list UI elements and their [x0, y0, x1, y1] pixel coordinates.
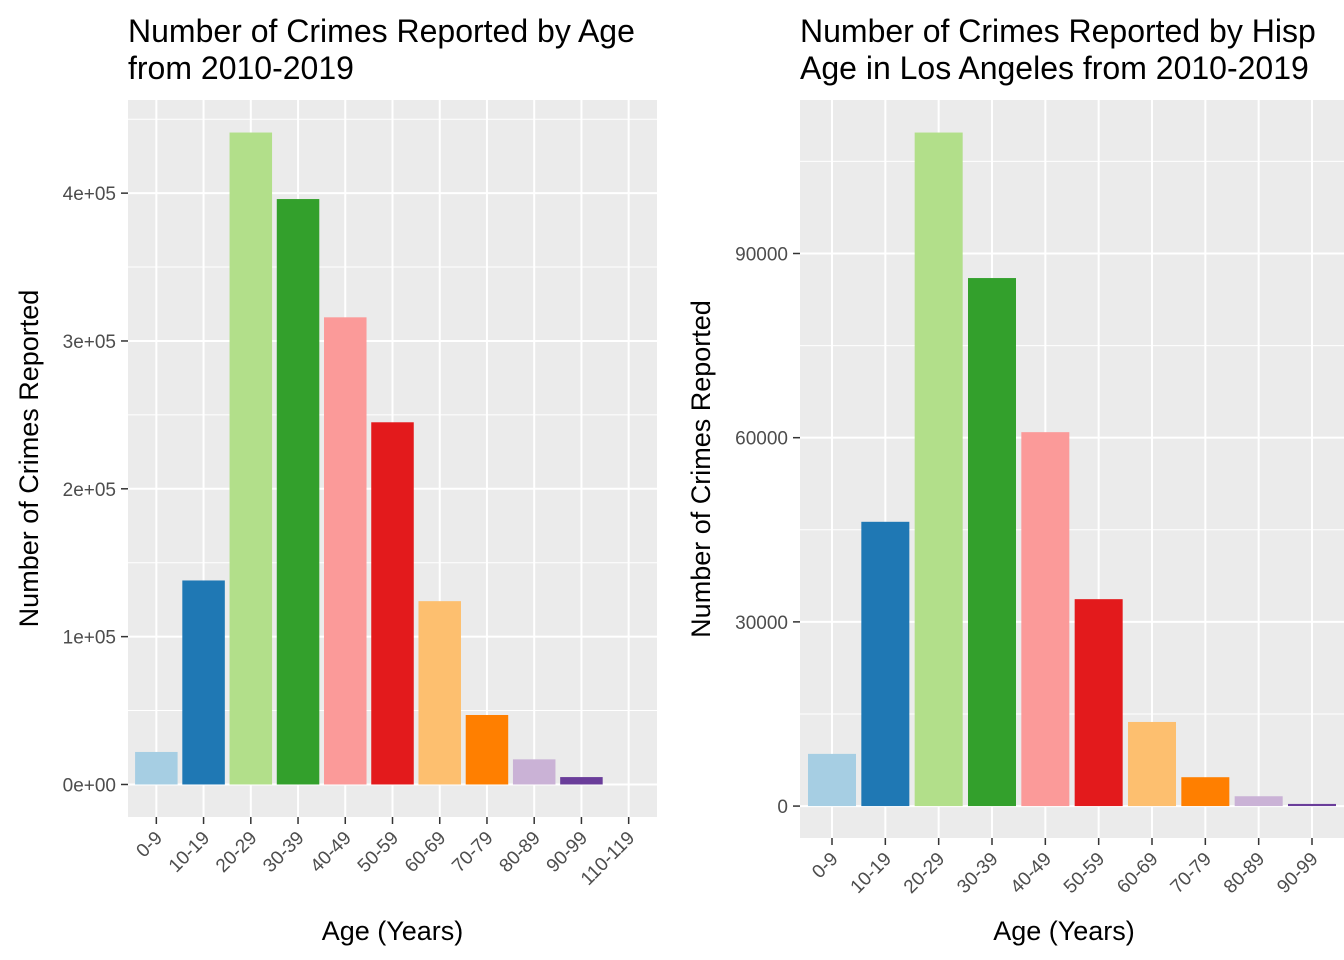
x-tick-label: 70-79 [1167, 849, 1216, 898]
bar-40-49 [1021, 432, 1070, 807]
x-tick-label: 20-29 [212, 828, 261, 877]
x-tick-label: 70-79 [448, 828, 497, 877]
bar-60-69 [1128, 721, 1176, 807]
chart-title-line-1: Number of Crimes Reported by Age [128, 13, 635, 49]
y-tick-label: 1e+05 [63, 628, 116, 649]
bar-30-39 [968, 278, 1016, 807]
x-tick-label: 0-9 [133, 828, 167, 862]
y-tick-label: 3e+05 [63, 332, 116, 353]
x-tick-label: 50-59 [1060, 849, 1109, 898]
y-tick-label: 30000 [735, 613, 788, 634]
x-tick-label: 60-69 [401, 828, 450, 877]
x-tick-label: 80-89 [1220, 849, 1269, 898]
bar-10-19 [861, 521, 910, 807]
y-tick-label: 60000 [735, 429, 788, 450]
bar-20-29 [914, 132, 963, 807]
bar-80-89 [512, 759, 556, 785]
y-axis-title: Number of Crimes Reported [686, 300, 716, 638]
x-tick-label: 0-9 [808, 849, 842, 883]
x-tick-label: 50-59 [354, 828, 403, 877]
bar-40-49 [324, 317, 367, 785]
bar-20-29 [229, 132, 273, 785]
bar-80-89 [1234, 796, 1283, 807]
bar-10-19 [182, 580, 225, 785]
y-tick-label: 0e+00 [63, 775, 116, 796]
bar-50-59 [1074, 599, 1123, 807]
y-tick-label: 90000 [735, 244, 788, 265]
bar-70-79 [1181, 777, 1230, 807]
bar-70-79 [465, 714, 509, 785]
y-tick-label: 0 [777, 797, 788, 818]
x-tick-label: 10-19 [847, 849, 896, 898]
x-axis-title: Age (Years) [993, 916, 1135, 946]
chart-title-line-2: Age in Los Angeles from 2010-2019 [800, 50, 1309, 86]
x-axis-title: Age (Years) [322, 916, 464, 946]
y-tick-label: 2e+05 [63, 480, 116, 501]
x-tick-label: 30-39 [259, 828, 308, 877]
chart-title-line-2: from 2010-2019 [128, 50, 354, 86]
y-tick-label: 4e+05 [63, 184, 116, 205]
x-tick-label: 30-39 [953, 849, 1002, 898]
x-tick-label: 60-69 [1113, 849, 1162, 898]
bar-60-69 [418, 601, 461, 785]
bar-0-9 [135, 751, 178, 785]
x-tick-label: 20-29 [900, 849, 949, 898]
x-tick-label: 80-89 [496, 828, 545, 877]
bar-90-99 [1288, 803, 1336, 807]
chart-title-line-1: Number of Crimes Reported by Hisp [800, 13, 1316, 49]
x-tick-label: 40-49 [307, 828, 356, 877]
bar-90-99 [560, 777, 603, 785]
bar-30-39 [276, 199, 320, 785]
x-tick-label: 90-99 [1273, 849, 1322, 898]
x-tick-label: 10-19 [165, 828, 214, 877]
x-tick-label: 40-49 [1007, 849, 1056, 898]
y-axis-title: Number of Crimes Reported [14, 290, 44, 628]
bar-50-59 [371, 422, 414, 785]
bar-0-9 [808, 753, 856, 807]
